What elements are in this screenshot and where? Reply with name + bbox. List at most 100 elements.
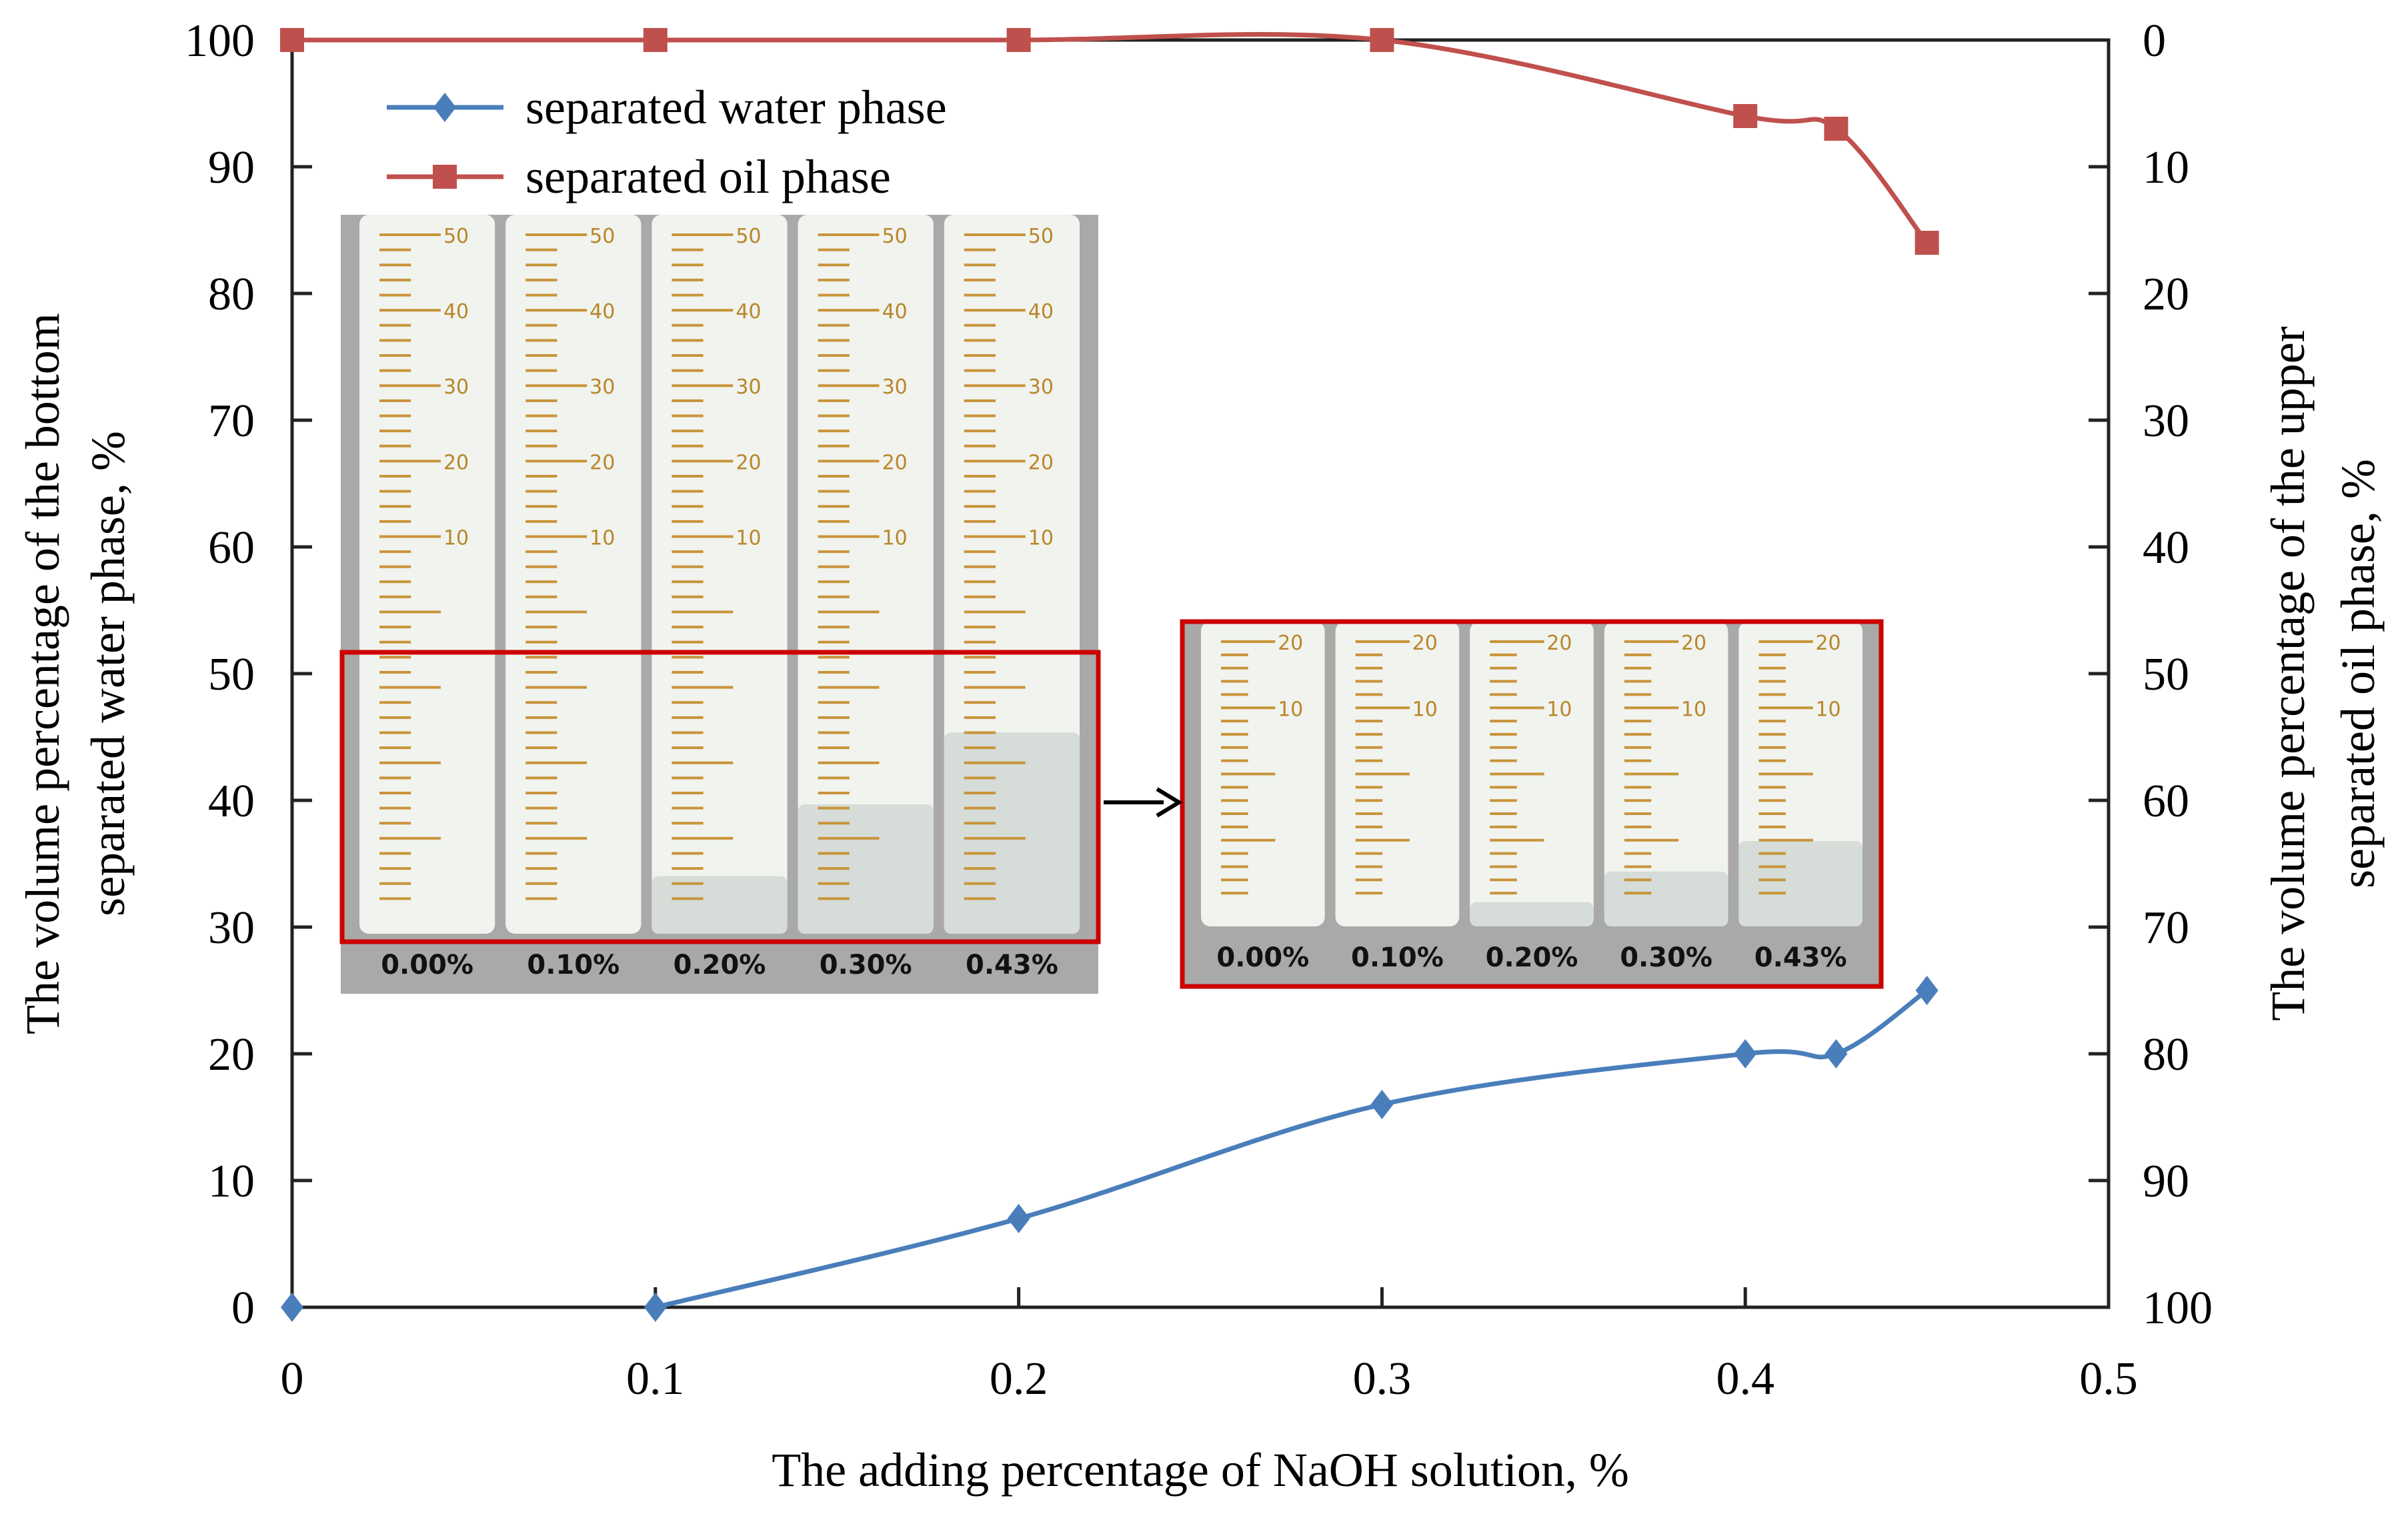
- x-tick-label: 0.1: [626, 1353, 685, 1405]
- photo-graduation-label: 30: [882, 375, 908, 399]
- x-tick-label: 0.5: [2079, 1353, 2138, 1405]
- zoomed-photo-clear-water-layer: [1604, 871, 1728, 926]
- right-y-tick-label: 80: [2143, 1029, 2189, 1080]
- photo-clear-water-layer: [798, 804, 934, 934]
- water-data-point: [644, 1293, 667, 1322]
- zoomed-photo-graduation-label: 10: [1278, 698, 1303, 721]
- legend-diamond-icon: [433, 93, 456, 122]
- left-y-tick-label: 10: [208, 1156, 255, 1207]
- left-y-tick-label: 50: [208, 649, 255, 700]
- photo-sample-label: 0.10%: [527, 950, 620, 980]
- arrow-head-icon: [1156, 787, 1183, 818]
- right-y-tick-label: 30: [2143, 396, 2189, 447]
- photo-cylinder: [798, 215, 934, 934]
- water-data-point: [281, 1293, 303, 1322]
- x-tick-label: 0.4: [1716, 1353, 1774, 1405]
- photo-graduation-label: 50: [589, 225, 615, 248]
- photo-graduation-label: 50: [736, 225, 761, 248]
- photo-graduation-label: 10: [882, 526, 908, 550]
- zoomed-photo-graduation-label: 10: [1546, 698, 1572, 721]
- x-tick-label: 0.2: [990, 1353, 1048, 1405]
- photo-graduation-label: 10: [589, 526, 615, 550]
- left-y-axis-title-line1: The volume percentage of the bottom: [16, 313, 69, 1034]
- zoomed-photo-graduation-label: 10: [1815, 698, 1841, 721]
- right-y-axis-title-line2: separated oil phase, %: [2331, 459, 2385, 888]
- series-layer: [280, 28, 1939, 1322]
- right-y-tick-label: 10: [2143, 142, 2189, 193]
- zoomed-photo-graduation-label: 10: [1681, 698, 1706, 721]
- oil-data-point: [1733, 104, 1758, 128]
- photo-graduation-label: 50: [1028, 225, 1054, 248]
- zoomed-photo-clear-water-layer: [1470, 902, 1594, 926]
- photo-graduation-label: 30: [443, 375, 469, 399]
- legend-square-icon: [433, 165, 457, 189]
- photo-graduation-label: 10: [1028, 526, 1054, 550]
- left-y-tick-label: 60: [208, 522, 255, 574]
- zoomed-photo-graduation-label: 20: [1546, 632, 1572, 655]
- left-y-tick-label: 100: [185, 15, 255, 67]
- oil-data-point: [1370, 28, 1394, 52]
- series-line-0: [654, 988, 1929, 1310]
- right-y-tick-label: 90: [2143, 1156, 2189, 1207]
- zoomed-photo-sample-label: 0.43%: [1754, 942, 1847, 973]
- left-y-tick-label: 40: [208, 776, 255, 827]
- legend: separated water phase separated oil phase: [387, 81, 947, 203]
- x-tick-label: 0: [281, 1353, 304, 1405]
- oil-data-point: [280, 28, 304, 52]
- zoomed-photo-sample-label: 0.30%: [1620, 942, 1712, 973]
- oil-data-point: [1915, 231, 1939, 255]
- left-y-tick-label: 30: [208, 902, 255, 954]
- photo-clear-water-layer: [652, 876, 788, 934]
- inset-photo: 50 40 30 20 10 0.00% 50 40 30 20 10 0.10% 50 40 30 20 10…: [339, 215, 1884, 994]
- oil-data-point: [1824, 117, 1849, 141]
- left-y-axis-title-line2: separated water phase, %: [81, 431, 135, 916]
- zoomed-photo-clear-water-layer: [1738, 841, 1863, 926]
- water-data-point: [1915, 976, 1939, 1005]
- series-line-1: [292, 32, 1929, 245]
- photo-sample-label: 0.43%: [966, 950, 1058, 980]
- photo-graduation-label: 20: [1028, 451, 1054, 474]
- highlight-box: [339, 650, 1101, 944]
- right-y-tick-label: 70: [2143, 902, 2189, 954]
- right-y-tick-label: 40: [2143, 522, 2189, 574]
- oil-data-point: [643, 28, 668, 52]
- oil-data-point: [1006, 28, 1031, 52]
- photo-graduation-label: 40: [589, 300, 615, 323]
- photo-cylinder: [359, 215, 495, 934]
- legend-label-1: separated oil phase: [525, 150, 891, 203]
- axes: 0 0.1 0.2 0.3 0.4 0.5010203040506070809010010…: [185, 15, 2213, 1405]
- zoomed-photo-graduation-label: 20: [1681, 632, 1706, 655]
- photo-graduation-label: 20: [736, 451, 761, 474]
- zoomed-photo-graduation-label: 20: [1412, 632, 1438, 655]
- zoomed-photo-sample-label: 0.10%: [1351, 942, 1444, 973]
- zoomed-photo-graduation-label: 20: [1815, 632, 1841, 655]
- photo-graduation-label: 50: [882, 225, 908, 248]
- water-data-point: [1007, 1204, 1030, 1233]
- photo-graduation-label: 20: [589, 451, 615, 474]
- photo-graduation-label: 10: [443, 526, 469, 550]
- right-y-tick-label: 20: [2143, 269, 2189, 320]
- photo-graduation-label: 50: [443, 225, 469, 248]
- photo-graduation-label: 40: [1028, 300, 1054, 323]
- legend-label-0: separated water phase: [525, 81, 947, 134]
- zoomed-photo-graduation-label: 10: [1412, 698, 1438, 721]
- right-y-axis-title-line1: The volume percentage of the upper: [2261, 326, 2315, 1021]
- photo-sample-label: 0.20%: [674, 950, 766, 980]
- photo-graduation-label: 20: [882, 451, 908, 474]
- water-data-point: [1825, 1039, 1848, 1068]
- left-y-tick-label: 90: [208, 142, 255, 193]
- zoomed-photo-graduation-label: 20: [1278, 632, 1303, 655]
- x-axis-title: The adding percentage of NaOH solution, …: [772, 1443, 1629, 1497]
- left-y-tick-label: 0: [231, 1283, 255, 1334]
- zoomed-photo-frame: [1180, 619, 1884, 989]
- photo-graduation-label: 30: [736, 375, 761, 399]
- right-y-tick-label: 100: [2143, 1283, 2213, 1334]
- right-y-tick-label: 0: [2143, 15, 2166, 67]
- right-y-tick-label: 60: [2143, 776, 2189, 827]
- right-y-tick-label: 50: [2143, 649, 2189, 700]
- water-data-point: [1370, 1090, 1394, 1119]
- zoomed-photo-sample-label: 0.00%: [1216, 942, 1309, 973]
- photo-graduation-label: 40: [443, 300, 469, 323]
- zoomed-photo-sample-label: 0.20%: [1486, 942, 1578, 973]
